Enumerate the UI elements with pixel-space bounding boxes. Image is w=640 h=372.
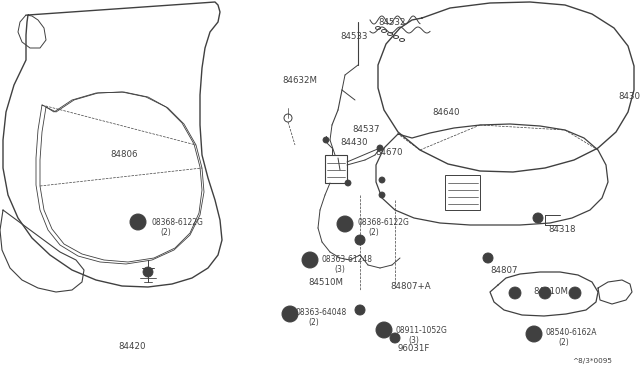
Circle shape bbox=[509, 287, 521, 299]
Text: (2): (2) bbox=[558, 338, 569, 347]
Circle shape bbox=[282, 306, 298, 322]
Circle shape bbox=[483, 253, 493, 263]
Circle shape bbox=[526, 326, 542, 342]
Text: 08540-6162A: 08540-6162A bbox=[546, 328, 598, 337]
Text: 84533: 84533 bbox=[340, 32, 367, 41]
Circle shape bbox=[355, 305, 365, 315]
Circle shape bbox=[337, 216, 353, 232]
Text: S: S bbox=[342, 221, 348, 227]
Text: 84640: 84640 bbox=[432, 108, 460, 117]
Text: 08368-6122G: 08368-6122G bbox=[152, 218, 204, 227]
Circle shape bbox=[302, 252, 318, 268]
Text: ^8/3*0095: ^8/3*0095 bbox=[572, 358, 612, 364]
Text: 84806: 84806 bbox=[110, 150, 138, 159]
Text: 84807: 84807 bbox=[490, 266, 518, 275]
Text: (2): (2) bbox=[160, 228, 171, 237]
Text: 08363-64048: 08363-64048 bbox=[296, 308, 348, 317]
Text: 84420: 84420 bbox=[118, 342, 145, 351]
Circle shape bbox=[345, 180, 351, 186]
Text: 84537: 84537 bbox=[352, 125, 380, 134]
Text: 08368-6122G: 08368-6122G bbox=[358, 218, 410, 227]
Text: 84318: 84318 bbox=[548, 225, 575, 234]
Bar bbox=[325, 155, 347, 183]
Circle shape bbox=[377, 145, 383, 151]
Text: 84300: 84300 bbox=[618, 92, 640, 101]
Text: S: S bbox=[136, 219, 140, 224]
Text: S: S bbox=[288, 311, 292, 317]
Text: 84670: 84670 bbox=[375, 148, 403, 157]
Text: 96031F: 96031F bbox=[398, 344, 430, 353]
Text: 08911-1052G: 08911-1052G bbox=[396, 326, 448, 335]
Circle shape bbox=[390, 333, 400, 343]
Text: 08363-61248: 08363-61248 bbox=[322, 255, 373, 264]
Circle shape bbox=[355, 235, 365, 245]
Text: 84632M: 84632M bbox=[282, 76, 317, 85]
Text: (2): (2) bbox=[308, 318, 319, 327]
Text: 84807+A: 84807+A bbox=[390, 282, 431, 291]
Circle shape bbox=[376, 322, 392, 338]
Text: (2): (2) bbox=[368, 228, 379, 237]
Circle shape bbox=[533, 213, 543, 223]
Text: S: S bbox=[308, 257, 312, 263]
Circle shape bbox=[569, 287, 581, 299]
Text: (3): (3) bbox=[334, 265, 345, 274]
Text: 84430: 84430 bbox=[340, 138, 367, 147]
Circle shape bbox=[130, 214, 146, 230]
Text: 84810M: 84810M bbox=[533, 287, 568, 296]
Circle shape bbox=[379, 177, 385, 183]
Circle shape bbox=[379, 192, 385, 198]
Text: N: N bbox=[381, 327, 387, 333]
Circle shape bbox=[539, 287, 551, 299]
Circle shape bbox=[323, 137, 329, 143]
Text: 84510M: 84510M bbox=[308, 278, 343, 287]
Text: S: S bbox=[532, 331, 536, 337]
Bar bbox=[445, 175, 480, 210]
Text: (3): (3) bbox=[408, 336, 419, 345]
Text: 84532: 84532 bbox=[378, 18, 406, 27]
Circle shape bbox=[143, 267, 153, 277]
